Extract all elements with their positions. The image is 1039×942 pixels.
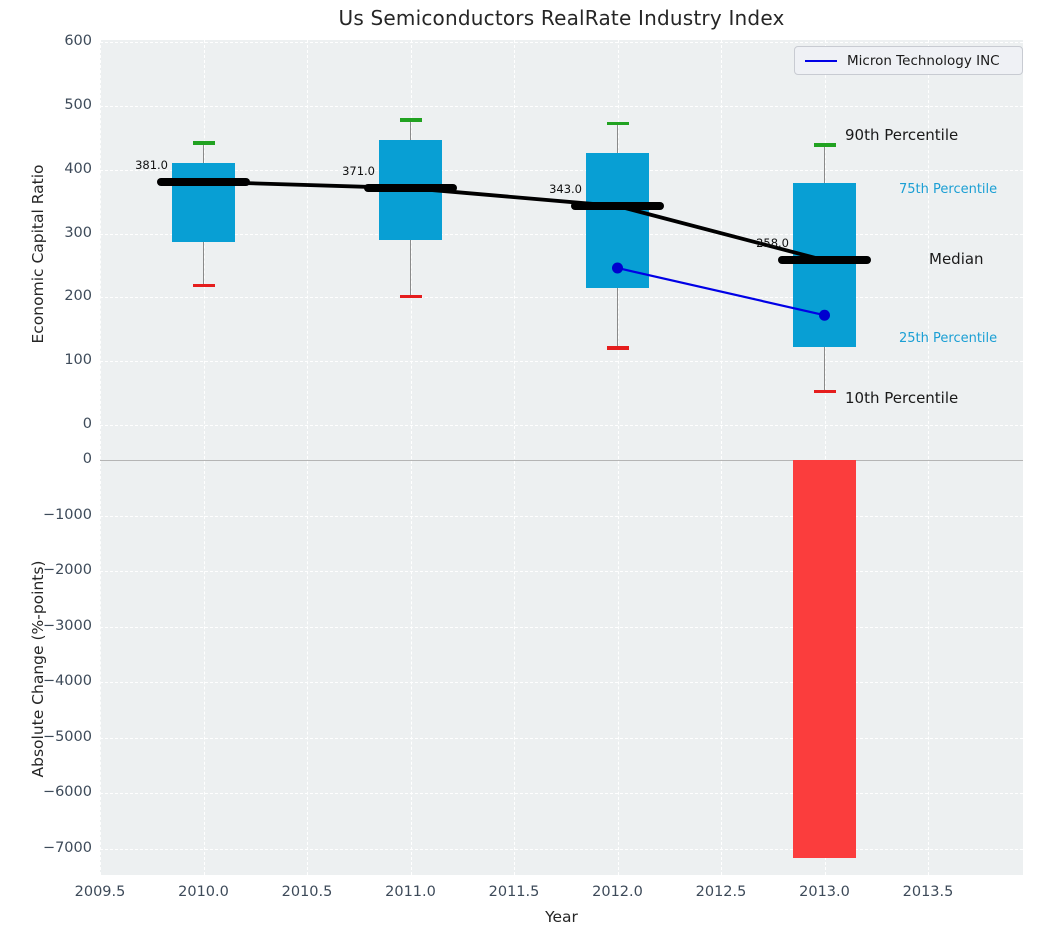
x-tick-label: 2009.5 [74,884,126,900]
percentile-label-p90: 90th Percentile [845,125,959,144]
y-tick-label: 0 [82,451,92,467]
gridline-v [928,40,929,875]
x-tick-label: 2011.5 [488,884,540,900]
gridline-v [824,40,826,875]
legend-label: Micron Technology INC [847,52,1000,69]
y-tick-label: −4000 [42,673,92,690]
y-tick-label: −1000 [42,506,92,523]
percentile-label-p25: 25th Percentile [899,331,998,347]
gridline-v [410,40,412,875]
y-axis-label-bottom: Absolute Change (%-points) [29,560,47,778]
x-tick-label: 2012.0 [592,884,643,900]
box-iqr [172,163,235,242]
percentile-label-p10: 10th Percentile [845,389,959,408]
gridline-h [100,571,1023,573]
y-tick-label: 400 [64,160,92,177]
x-tick-label: 2013.0 [799,884,850,900]
median-value-annotation: 371.0 [342,164,375,179]
percentile-label-median: Median [929,250,984,269]
gridline-v [617,40,619,875]
gridline-h [100,793,1023,795]
whisker-cap-90th [606,121,629,126]
y-tick-label: 100 [64,352,92,369]
y-tick-label: −5000 [42,728,92,745]
gridline-h [100,626,1023,628]
gridline-h [100,169,1023,171]
gridline-v [100,40,101,875]
y-axis-label-top: Economic Capital Ratio [29,164,47,344]
median-value-annotation: 343.0 [549,182,582,197]
whisker-cap-10th [606,346,629,350]
median-value-annotation: 381.0 [135,157,168,172]
chart-title: Us Semiconductors RealRate Industry Inde… [338,6,785,30]
legend-line-sample [805,59,837,62]
y-tick-label: 500 [64,96,92,113]
whisker-cap-90th [813,143,836,147]
gridline-h [100,737,1023,739]
gridline-h [100,515,1023,517]
y-tick-label: −2000 [42,562,92,579]
whisker-cap-10th [813,389,836,394]
whisker-cap-10th [192,283,215,288]
x-tick-label: 2012.5 [695,884,747,900]
y-tick-label: 300 [64,224,92,241]
gridline-v [721,40,722,875]
zero-line [100,460,1023,461]
y-tick-label: 200 [64,288,92,305]
median-marker [571,202,664,211]
y-tick-label: −7000 [42,840,92,856]
gridline-v [307,40,308,875]
y-tick-label: −3000 [42,617,92,634]
gridline-v [203,40,205,875]
change-bar [793,460,856,858]
median-marker [778,256,871,265]
plot-area [100,40,1023,875]
median-marker [364,184,457,193]
box-iqr [586,153,649,288]
median-value-annotation: 258.0 [756,236,789,251]
gridline-h [100,682,1023,684]
gridline-h [100,297,1023,299]
gridline-h [100,849,1023,850]
x-tick-label: 2013.5 [902,884,954,900]
legend: Micron Technology INC [794,46,1023,75]
y-tick-label: 0 [82,416,92,432]
x-tick-label: 2011.0 [385,884,436,900]
percentile-label-p75: 75th Percentile [899,182,998,198]
whisker-cap-10th [399,294,422,299]
y-tick-label: 600 [64,33,92,49]
gridline-h [100,233,1023,235]
gridline-h [100,42,1023,43]
gridline-h [100,105,1023,107]
gridline-h [100,361,1023,363]
x-tick-label: 2010.5 [281,884,333,900]
gridline-h [100,425,1023,426]
whisker-cap-90th [399,118,422,122]
x-tick-label: 2010.0 [178,884,229,900]
median-marker [157,177,250,186]
box-iqr [793,183,856,348]
x-axis-label: Year [545,908,578,926]
y-tick-label: −6000 [42,784,92,801]
gridline-v [514,40,515,875]
whisker-cap-90th [192,141,215,145]
